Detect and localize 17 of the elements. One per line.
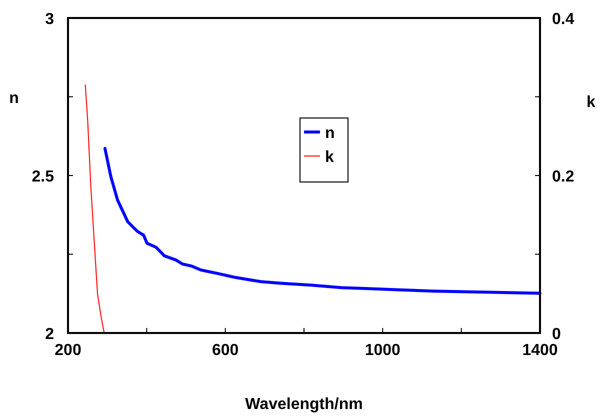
y-axis-title: n xyxy=(9,90,19,107)
y-tick-label: 3 xyxy=(45,11,54,28)
y2-axis-title: k xyxy=(586,94,596,111)
x-tick-label: 1400 xyxy=(522,342,558,359)
legend-label: k xyxy=(325,149,334,166)
x-tick-label: 600 xyxy=(212,342,239,359)
y2-tick-label: 0 xyxy=(552,326,561,343)
x-tick-label: 1000 xyxy=(364,342,401,359)
y-tick-label: 2 xyxy=(45,326,54,343)
x-tick-label: 200 xyxy=(54,342,82,359)
x-axis-title: Wavelength/nm xyxy=(245,396,363,413)
legend-label: n xyxy=(325,125,335,142)
y-tick-label: 2.5 xyxy=(32,168,54,186)
y2-tick-label: 0.2 xyxy=(552,168,574,186)
line-series xyxy=(103,146,542,295)
line-series xyxy=(84,84,105,334)
y2-tick-label: 0.4 xyxy=(552,11,574,28)
